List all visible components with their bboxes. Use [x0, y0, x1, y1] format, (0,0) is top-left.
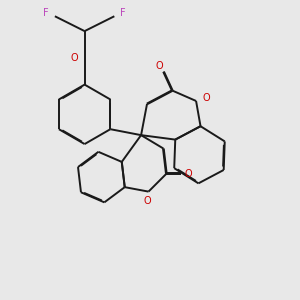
- Text: F: F: [120, 8, 126, 18]
- Text: O: O: [184, 169, 192, 179]
- Text: O: O: [143, 196, 151, 206]
- Text: O: O: [203, 93, 210, 103]
- Text: O: O: [155, 61, 163, 71]
- Text: O: O: [70, 53, 78, 63]
- Text: F: F: [43, 8, 49, 18]
